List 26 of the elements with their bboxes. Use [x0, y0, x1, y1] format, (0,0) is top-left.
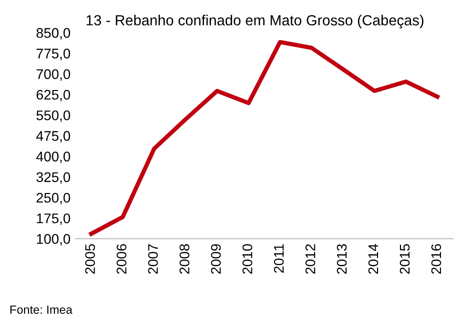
x-tick-label: 2015 — [400, 244, 410, 274]
x-tick-label: 2016 — [431, 244, 442, 274]
source-note: Fonte: Imea — [10, 306, 72, 314]
y-tick-label: 550,0 — [36, 110, 70, 122]
y-tick-label: 175,0 — [36, 213, 70, 225]
y-tick-label: 250,0 — [36, 192, 70, 204]
x-tick-label: 2010 — [242, 244, 252, 274]
y-tick-label: 475,0 — [36, 131, 70, 143]
chart-title: 13 - Rebanho confinado em Mato Grosso (Cabeças) — [86, 14, 424, 28]
x-tick-label: 2011 — [274, 244, 284, 273]
y-tick-label: 325,0 — [36, 172, 70, 184]
x-tick-label: 2007 — [148, 244, 158, 274]
x-tick-label: 2013 — [336, 244, 347, 274]
line-series — [89, 40, 440, 236]
y-tick-label: 100,0 — [36, 234, 70, 246]
x-tick-label: 2005 — [85, 244, 95, 274]
y-tick-label: 625,0 — [36, 90, 70, 102]
y-tick-label: 400,0 — [36, 152, 70, 164]
x-tick-label: 2008 — [180, 244, 190, 274]
x-tick-label: 2006 — [116, 244, 126, 274]
y-tick-label: 775,0 — [36, 48, 70, 60]
x-tick-label: 2012 — [305, 244, 316, 274]
x-tick-label: 2009 — [211, 244, 221, 274]
y-tick-label: 850,0 — [36, 28, 70, 40]
y-tick-label: 700,0 — [36, 69, 70, 81]
x-tick-label: 2014 — [368, 244, 378, 274]
